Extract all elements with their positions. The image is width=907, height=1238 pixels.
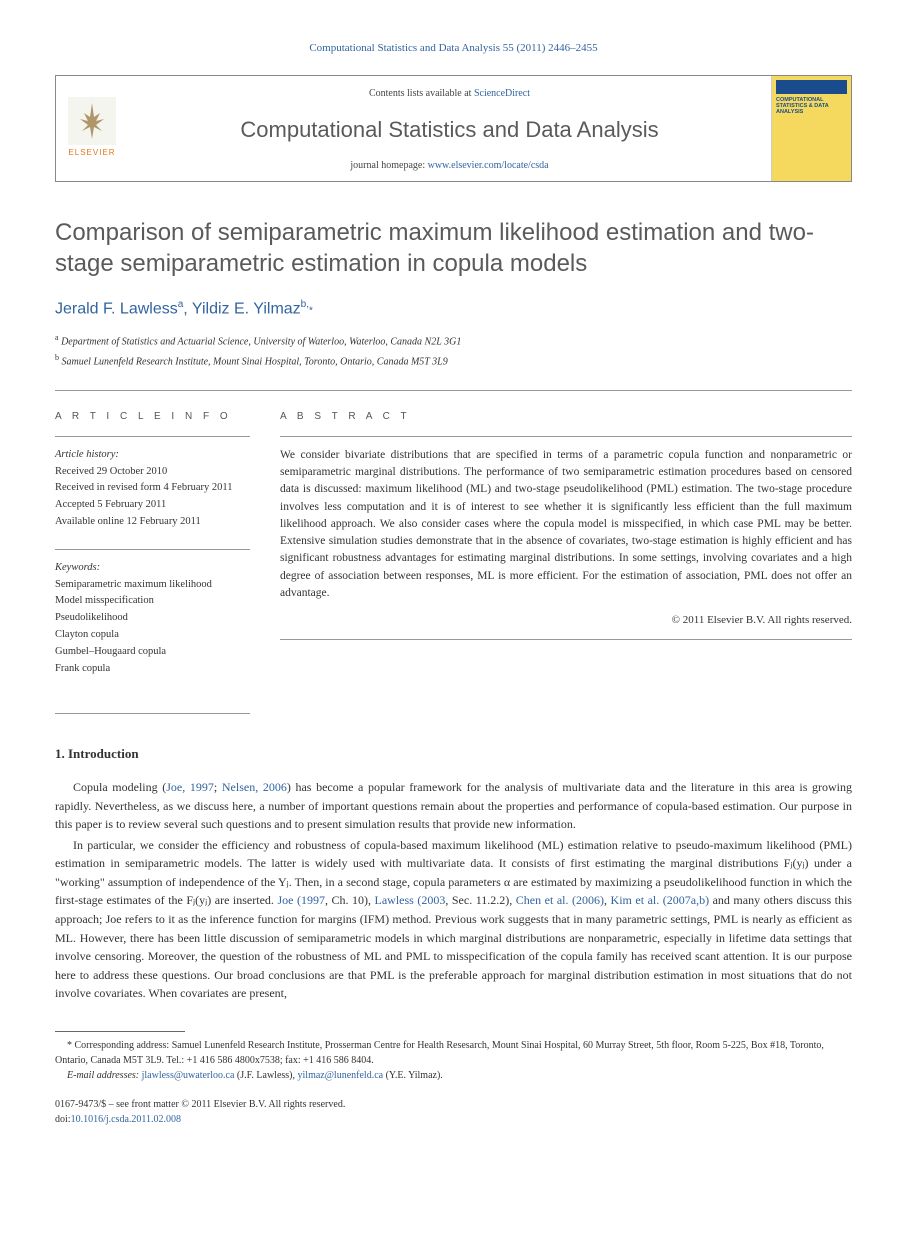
- author-link-2[interactable]: Yildiz E. Yilmaz: [192, 300, 301, 317]
- divider-bottom: [55, 713, 250, 714]
- abstract-column: A B S T R A C T We consider bivariate di…: [280, 409, 852, 696]
- affiliations: a Department of Statistics and Actuarial…: [55, 331, 852, 370]
- header-citation: Computational Statistics and Data Analys…: [55, 40, 852, 57]
- email-name-1: (J.F. Lawless),: [234, 1070, 297, 1081]
- p2-text-c: , Sec. 11.2.2),: [445, 893, 515, 907]
- footnote-divider: [55, 1031, 185, 1032]
- divider-info-2: [55, 549, 250, 550]
- article-history-block: Article history: Received 29 October 201…: [55, 447, 250, 531]
- article-title: Comparison of semiparametric maximum lik…: [55, 217, 852, 279]
- corresponding-author-mark[interactable]: *: [309, 305, 313, 316]
- cover-bar: [776, 80, 847, 94]
- keyword-1: Semiparametric maximum likelihood: [55, 577, 250, 594]
- citation-link-nelsen2006[interactable]: Nelsen, 2006: [222, 780, 287, 794]
- authors: Jerald F. Lawlessa, Yildiz E. Yilmazb,*: [55, 297, 852, 321]
- intro-para-2: In particular, we consider the efficienc…: [55, 836, 852, 1003]
- email-footnote: E-mail addresses: jlawless@uwaterloo.ca …: [55, 1068, 852, 1083]
- email-name-2: (Y.E. Yilmaz).: [383, 1070, 443, 1081]
- p1-text-b: ;: [214, 780, 222, 794]
- cover-title: COMPUTATIONAL STATISTICS & DATA ANALYSIS: [776, 97, 847, 115]
- email-label: E-mail addresses:: [67, 1070, 142, 1081]
- keyword-5: Gumbel–Hougaard copula: [55, 644, 250, 661]
- footer-block: 0167-9473/$ – see front matter © 2011 El…: [55, 1097, 852, 1127]
- sciencedirect-link[interactable]: ScienceDirect: [474, 88, 530, 99]
- homepage-link[interactable]: www.elsevier.com/locate/csda: [428, 160, 549, 171]
- journal-header-box: ELSEVIER Contents lists available at Sci…: [55, 75, 852, 182]
- divider-info-1: [55, 436, 250, 437]
- p2-text-e: and many others discuss this approach; J…: [55, 893, 852, 1000]
- history-accepted: Accepted 5 February 2011: [55, 497, 250, 514]
- contents-prefix: Contents lists available at: [369, 88, 474, 99]
- info-abstract-row: A R T I C L E I N F O Article history: R…: [55, 391, 852, 714]
- abstract-text: We consider bivariate distributions that…: [280, 447, 852, 602]
- keyword-2: Model misspecification: [55, 593, 250, 610]
- abstract-heading: A B S T R A C T: [280, 409, 852, 424]
- history-online: Available online 12 February 2011: [55, 514, 250, 531]
- email-link-2[interactable]: yilmaz@lunenfeld.ca: [298, 1070, 384, 1081]
- contents-lists-line: Contents lists available at ScienceDirec…: [369, 86, 530, 101]
- section-1-heading: 1. Introduction: [55, 744, 852, 764]
- homepage-line: journal homepage: www.elsevier.com/locat…: [350, 158, 548, 173]
- doi-link[interactable]: 10.1016/j.csda.2011.02.008: [71, 1114, 181, 1125]
- issn-line: 0167-9473/$ – see front matter © 2011 El…: [55, 1097, 852, 1112]
- author-link-1[interactable]: Jerald F. Lawless: [55, 300, 178, 317]
- divider-abstract-2: [280, 639, 852, 640]
- citation-link-lawless2003[interactable]: Lawless (2003: [375, 893, 446, 907]
- keywords-block: Keywords: Semiparametric maximum likelih…: [55, 560, 250, 678]
- author-affil-sup-2: b,: [301, 299, 309, 310]
- citation-link-joe1997[interactable]: Joe, 1997: [166, 780, 214, 794]
- corresponding-footnote: * Corresponding address: Samuel Lunenfel…: [55, 1038, 852, 1068]
- affiliation-b: Samuel Lunenfeld Research Institute, Mou…: [62, 356, 448, 367]
- keywords-label: Keywords:: [55, 560, 250, 577]
- header-center: Contents lists available at ScienceDirec…: [128, 76, 771, 181]
- divider-abstract-1: [280, 436, 852, 437]
- affiliation-a: Department of Statistics and Actuarial S…: [61, 337, 461, 348]
- elsevier-label: ELSEVIER: [68, 147, 115, 159]
- history-revised: Received in revised form 4 February 2011: [55, 480, 250, 497]
- p1-text-a: Copula modeling (: [73, 780, 166, 794]
- elsevier-logo: ELSEVIER: [56, 76, 128, 181]
- p2-text-b: , Ch. 10),: [325, 893, 375, 907]
- citation-link-kim2007[interactable]: Kim et al. (2007a,b): [611, 893, 710, 907]
- keyword-4: Clayton copula: [55, 627, 250, 644]
- history-received: Received 29 October 2010: [55, 464, 250, 481]
- email-link-1[interactable]: jlawless@uwaterloo.ca: [142, 1070, 235, 1081]
- article-info-column: A R T I C L E I N F O Article history: R…: [55, 409, 250, 696]
- keyword-3: Pseudolikelihood: [55, 610, 250, 627]
- abstract-copyright: © 2011 Elsevier B.V. All rights reserved…: [280, 612, 852, 629]
- elsevier-tree-icon: [68, 97, 116, 145]
- author-affil-sup-1: a: [178, 299, 184, 310]
- intro-para-1: Copula modeling (Joe, 1997; Nelsen, 2006…: [55, 778, 852, 834]
- history-label: Article history:: [55, 447, 250, 464]
- citation-link-joe1997b[interactable]: Joe (1997: [277, 893, 325, 907]
- journal-name: Computational Statistics and Data Analys…: [240, 113, 658, 146]
- keyword-6: Frank copula: [55, 661, 250, 678]
- citation-link-chen2006[interactable]: Chen et al. (2006): [516, 893, 604, 907]
- doi-label: doi:: [55, 1114, 71, 1125]
- homepage-prefix: journal homepage:: [350, 160, 427, 171]
- article-info-heading: A R T I C L E I N F O: [55, 409, 250, 424]
- corresponding-address: Corresponding address: Samuel Lunenfeld …: [55, 1040, 824, 1066]
- footnote-star-icon: *: [67, 1040, 72, 1051]
- journal-cover-thumbnail: COMPUTATIONAL STATISTICS & DATA ANALYSIS: [771, 76, 851, 181]
